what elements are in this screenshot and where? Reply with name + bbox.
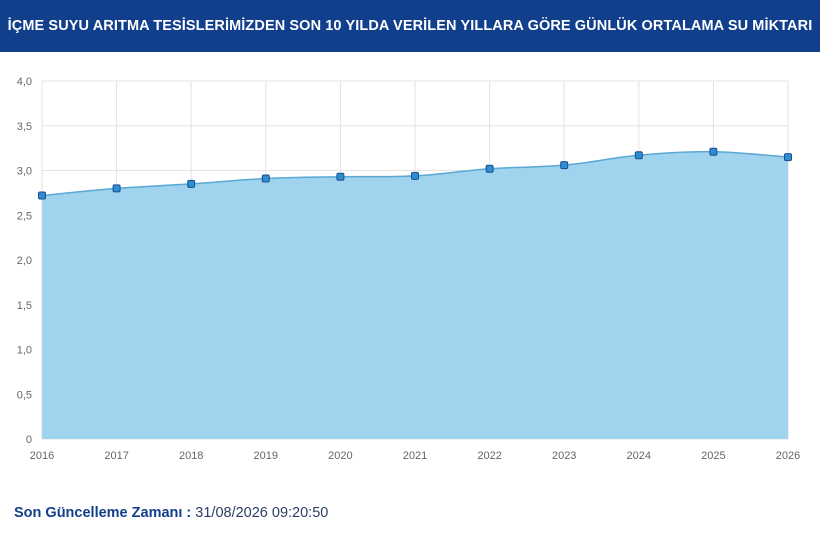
data-point[interactable] <box>709 147 718 156</box>
data-point[interactable] <box>261 174 270 183</box>
y-tick-label: 1,0 <box>17 345 32 357</box>
y-axis-ticks: 0 0,5 1,0 1,5 2,0 2,5 3,0 3,5 4,0 <box>17 76 32 446</box>
last-updated-value: 31/08/2026 09:20:50 <box>195 505 329 521</box>
x-tick-label: 2022 <box>477 450 501 462</box>
data-point[interactable] <box>411 171 419 180</box>
data-point[interactable] <box>336 172 345 181</box>
x-tick-label: 2017 <box>104 450 128 462</box>
chart-header: İÇME SUYU ARITMA TESİSLERİMİZDEN SON 10 … <box>0 0 820 52</box>
x-tick-label: 2026 <box>776 450 800 462</box>
y-tick-label: 4,0 <box>17 76 32 88</box>
data-point[interactable] <box>784 153 792 162</box>
y-tick-label: 2,0 <box>17 255 32 267</box>
data-point[interactable] <box>38 191 46 200</box>
data-point[interactable] <box>112 184 121 193</box>
y-tick-label: 0,5 <box>17 389 32 401</box>
y-tick-label: 3,0 <box>17 166 32 178</box>
x-tick-label: 2018 <box>179 450 203 462</box>
last-updated: Son Güncelleme Zamanı : 31/08/2026 09:20… <box>14 505 328 521</box>
data-point[interactable] <box>634 151 643 160</box>
data-point[interactable] <box>560 161 569 170</box>
x-tick-label: 2020 <box>328 450 352 462</box>
area-chart: 00,51,01,52,02,53,03,54,0 2016 2017 2018 20… <box>17 76 801 462</box>
series-points <box>38 147 792 200</box>
x-tick-label: 2024 <box>627 450 651 462</box>
x-tick-label: 2025 <box>701 450 725 462</box>
x-tick-label: 2021 <box>403 450 427 462</box>
y-tick-label: 3,5 <box>17 121 32 133</box>
data-point[interactable] <box>485 164 494 173</box>
data-point[interactable] <box>187 179 196 188</box>
series-area <box>42 151 788 439</box>
x-axis-ticks: 2016 2017 2018 2019 2020 2021 2022 2023 2024 2025… <box>30 450 800 462</box>
x-tick-label: 2016 <box>30 450 54 462</box>
y-tick-label: 0 <box>26 434 32 446</box>
y-tick-label: 1,5 <box>17 300 32 312</box>
last-updated-label: Son Güncelleme Zamanı : <box>14 505 192 521</box>
x-tick-label: 2023 <box>552 450 576 462</box>
chart-title: İÇME SUYU ARITMA TESİSLERİMİZDEN SON 10 … <box>7 18 813 34</box>
x-tick-label: 2019 <box>254 450 278 462</box>
y-tick-label: 2,5 <box>17 210 32 222</box>
